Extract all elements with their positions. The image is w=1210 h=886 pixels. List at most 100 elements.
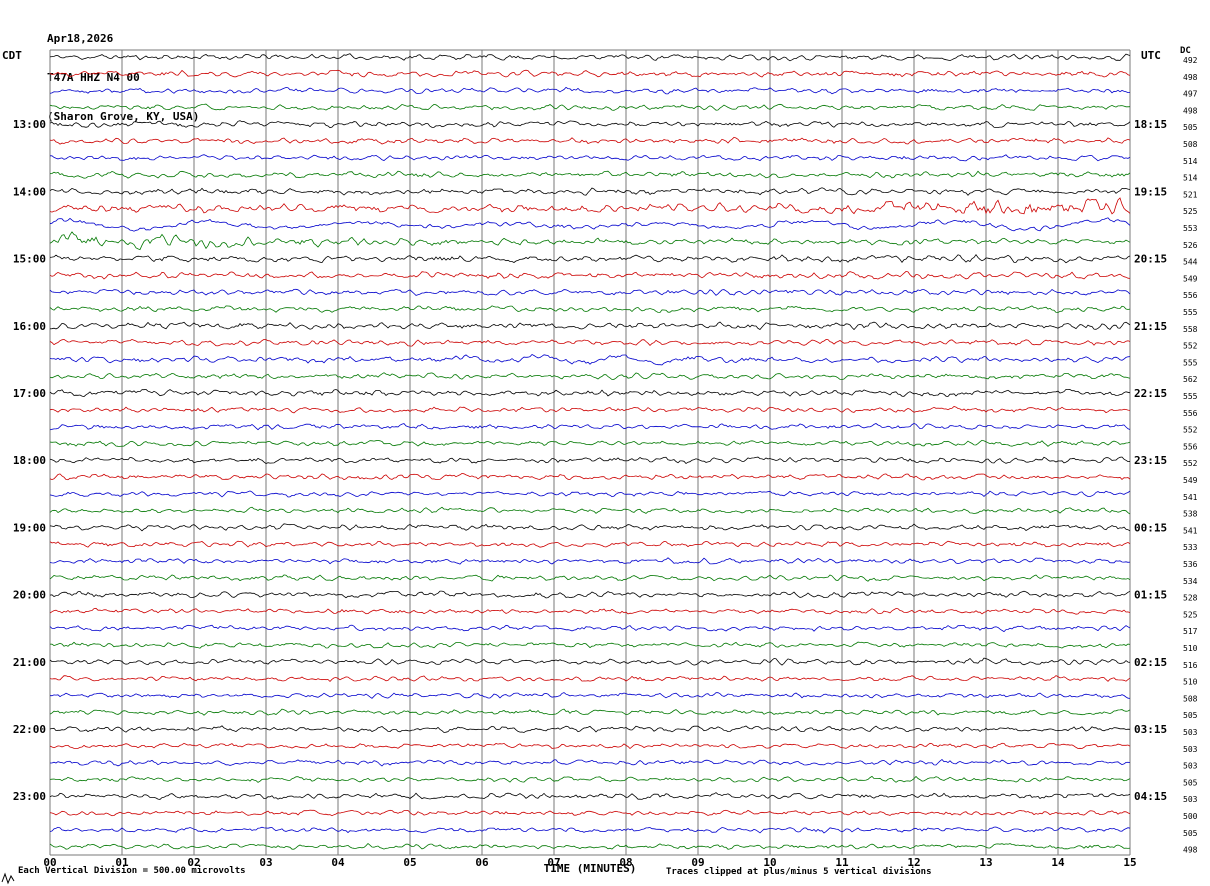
seismogram-trace (49, 842, 1131, 850)
dc-offset-value: 505 (1183, 778, 1198, 787)
dc-offset-value: 508 (1183, 140, 1198, 149)
mini-waveform-path (1, 872, 15, 885)
dc-offset-value: 500 (1183, 812, 1198, 821)
dc-offset-value: 505 (1183, 829, 1198, 838)
seismogram-trace (49, 388, 1131, 398)
seismogram-trace (49, 826, 1131, 834)
dc-offset-value: 534 (1183, 577, 1198, 586)
dc-offset-value: 510 (1183, 644, 1198, 653)
right-time-label: 20:15 (1134, 253, 1167, 266)
seismogram-trace (49, 742, 1131, 750)
dc-offset-value: 555 (1183, 358, 1198, 367)
header-date: Apr18,2026 (47, 32, 114, 45)
dc-offset-value: 503 (1183, 745, 1198, 754)
right-time-label: 23:15 (1134, 454, 1167, 467)
dc-offset-value: 498 (1183, 73, 1198, 82)
x-axis-title: TIME (MINUTES) (543, 862, 637, 875)
x-tick-label: 13 (979, 856, 992, 869)
dc-offset-value: 505 (1183, 711, 1198, 720)
seismogram-trace (49, 456, 1131, 465)
right-time-label: 19:15 (1134, 185, 1167, 198)
seismogram-trace (49, 270, 1131, 280)
right-axis-header: UTC (1141, 49, 1161, 62)
seismogram-trace (49, 338, 1131, 347)
left-time-label: 17:00 (13, 387, 46, 400)
dc-offset-value: 498 (1183, 106, 1198, 115)
seismogram-trace (49, 557, 1131, 565)
x-tick-label: 11 (835, 856, 849, 869)
dc-offset-value: 508 (1183, 694, 1198, 703)
seismogram-trace (49, 624, 1131, 633)
seismogram-trace (50, 154, 1131, 162)
x-tick-label: 06 (475, 856, 489, 869)
dc-offset-value: 521 (1183, 190, 1198, 199)
left-time-label: 16:00 (13, 320, 46, 333)
plot-header: Apr18,2026 T47A HHZ N4 00 (Sharon Grove,… (47, 6, 199, 149)
seismogram-trace (50, 758, 1131, 767)
dc-offset-value: 517 (1183, 627, 1198, 636)
right-time-label: 01:15 (1134, 589, 1167, 602)
seismogram-trace (49, 490, 1131, 498)
mini-waveform-mark (1, 872, 15, 885)
left-time-label: 15:00 (13, 253, 46, 266)
seismogram-trace (49, 809, 1131, 817)
left-time-label: 21:00 (13, 656, 46, 669)
dc-offset-value: 556 (1183, 409, 1198, 418)
dc-offset-value: 555 (1183, 392, 1198, 401)
seismogram-trace (49, 170, 1131, 179)
seismogram-trace (49, 439, 1131, 447)
dc-offset-value: 555 (1183, 308, 1198, 317)
right-time-label: 02:15 (1134, 656, 1167, 669)
x-tick-label: 14 (1051, 856, 1065, 869)
dc-offset-value: 533 (1183, 543, 1198, 552)
right-time-label: 03:15 (1134, 723, 1167, 736)
left-time-label: 20:00 (13, 589, 46, 602)
left-time-label: 13:00 (13, 118, 46, 131)
dc-offset-value: 552 (1183, 342, 1198, 351)
seismogram-trace (49, 197, 1131, 215)
dc-offset-value: 503 (1183, 762, 1198, 771)
seismogram-trace (50, 692, 1131, 699)
dc-offset-value: 514 (1183, 174, 1198, 183)
seismogram-trace (49, 103, 1131, 111)
x-tick-label: 10 (763, 856, 776, 869)
right-time-label: 18:15 (1134, 118, 1167, 131)
dc-offset-value: 505 (1183, 123, 1198, 132)
x-tick-label: 12 (907, 856, 920, 869)
dc-offset-value: 558 (1183, 325, 1198, 334)
dc-offset-value: 514 (1183, 157, 1198, 166)
left-axis-header: CDT (2, 49, 22, 62)
seismogram-trace (49, 69, 1131, 78)
seismogram-trace (49, 422, 1131, 431)
dc-offset-value: 541 (1183, 526, 1198, 535)
scale-note: Each Vertical Division = 500.00 microvol… (18, 866, 246, 876)
dc-offset-value: 492 (1183, 56, 1198, 65)
seismogram-trace (49, 288, 1131, 296)
seismogram-trace (49, 775, 1131, 783)
seismogram-trace (49, 321, 1131, 331)
seismogram-trace (49, 472, 1131, 481)
x-tick-label: 15 (1123, 856, 1136, 869)
seismogram-trace (49, 217, 1131, 232)
dc-offset-value: 556 (1183, 442, 1198, 451)
dc-offset-value: 544 (1183, 258, 1198, 267)
right-time-label: 21:15 (1134, 320, 1167, 333)
x-tick-label: 09 (691, 856, 704, 869)
right-time-label: 04:15 (1134, 790, 1167, 803)
left-time-label: 22:00 (13, 723, 46, 736)
seismogram-trace (49, 254, 1131, 264)
dc-offset-value: 497 (1183, 90, 1198, 99)
dc-offset-value: 538 (1183, 510, 1198, 519)
left-time-label: 18:00 (13, 454, 46, 467)
x-tick-label: 05 (403, 856, 416, 869)
seismogram-trace (49, 354, 1131, 366)
seismogram-trace (49, 136, 1131, 145)
x-tick-label: 03 (259, 856, 272, 869)
x-tick-label: 08 (619, 856, 632, 869)
left-time-label: 14:00 (13, 185, 46, 198)
dc-offset-value: 498 (1183, 846, 1198, 855)
header-location: (Sharon Grove, KY, USA) (47, 110, 200, 123)
left-time-label: 23:00 (13, 790, 46, 803)
clip-note: Traces clipped at plus/minus 5 vertical … (666, 867, 932, 877)
